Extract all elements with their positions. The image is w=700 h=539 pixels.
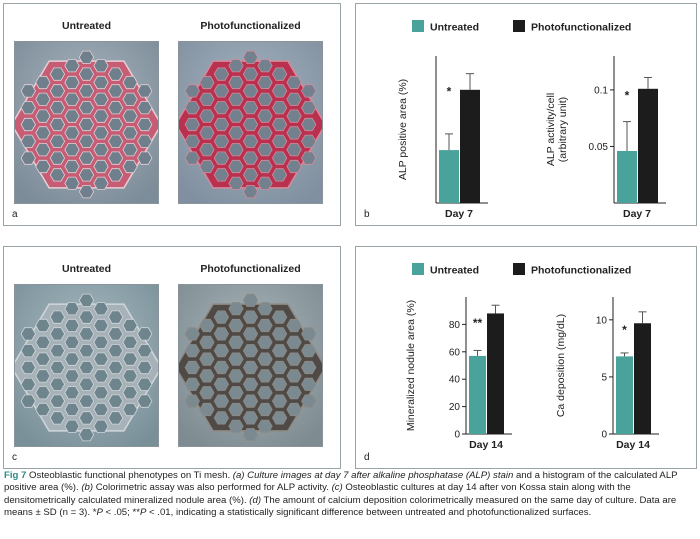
bar-untreated [469, 355, 486, 434]
legend-swatch-untreated [412, 20, 424, 32]
mesh-holes [184, 293, 317, 442]
y-tick-label: 0.05 [589, 142, 609, 153]
culture-image-photofunctionalized [178, 41, 323, 204]
label-photofunctionalized: Photofunctionalized [200, 263, 301, 275]
caption-part: (b) [81, 482, 94, 494]
y-axis-label: Mineralized nodule area (%) [405, 300, 417, 431]
y-tick-label: 20 [449, 402, 461, 413]
bar-photofunctionalized [460, 89, 480, 203]
panel-c: Untreated Photofunctionalized c [3, 246, 341, 469]
bar-photofunctionalized [638, 88, 658, 203]
significance-marker: * [622, 323, 627, 337]
panel-d: Untreated Photofunctionalized 0 20 40 60 80 *… [355, 246, 697, 469]
panel-a: Untreated Photofunctionalized a [3, 3, 341, 226]
x-axis-label: Day 7 [623, 208, 651, 220]
mesh-holes [20, 293, 153, 442]
y-tick-label: 0 [454, 430, 460, 441]
caption-part: Osteoblastic functional phenotypes on Ti… [26, 470, 233, 481]
significance-marker: * [625, 88, 630, 102]
figure-caption: Fig 7 Osteoblastic functional phenotypes… [4, 470, 698, 519]
label-untreated: Untreated [61, 263, 111, 275]
legend-label-photo: Photofunctionalized [531, 22, 631, 34]
label-untreated: Untreated [61, 20, 111, 32]
legend-label-untreated: Untreated [430, 265, 479, 277]
x-axis-label: Day 14 [616, 439, 650, 451]
caption-part: P [96, 506, 103, 518]
caption-part: P [139, 506, 147, 518]
panel-b: Untreated Photofunctionalized * Day 7 ALP … [355, 3, 697, 226]
figure-label: Fig 7 [4, 470, 27, 481]
caption-text: Osteoblastic functional phenotypes on Ti… [4, 470, 677, 518]
caption-part: Colorimetric assay was also performed fo… [93, 482, 332, 494]
caption-part: < .01, indicating a statistically signif… [146, 506, 592, 518]
y-tick-label: 5 [601, 372, 607, 383]
panel-letter: b [364, 209, 370, 220]
bar-photofunctionalized [487, 313, 504, 434]
y-axis-label: ALP positive area (%) [397, 79, 409, 180]
mesh-holes [184, 50, 317, 199]
caption-part: The amount of calcium deposition colorim… [4, 494, 677, 518]
panel-letter: c [12, 452, 17, 463]
bar-untreated [617, 150, 637, 203]
culture-image-untreated [14, 284, 159, 447]
y-axis-label: ALP activity/cell [545, 93, 557, 166]
y-axis-label: (arbitrary unit) [557, 97, 569, 162]
culture-image-untreated [14, 41, 159, 204]
caption-part: (d) [249, 494, 262, 506]
panel-letter: a [12, 209, 18, 220]
caption-part: < .05; ** [102, 506, 140, 518]
legend-swatch-photo [513, 20, 525, 32]
caption-part: (a) Culture images at day 7 after alkali… [232, 470, 514, 481]
caption-part: and a histogram of the calculated ALP po… [4, 470, 678, 494]
panel-letter: d [364, 452, 370, 463]
x-axis-label: Day 7 [445, 208, 473, 220]
y-tick-label: 0.1 [594, 85, 608, 96]
legend-swatch-photo [513, 263, 525, 275]
legend-label-untreated: Untreated [430, 22, 479, 34]
significance-marker: ** [473, 316, 483, 330]
significance-marker: * [447, 85, 452, 99]
y-tick-label: 60 [449, 347, 461, 358]
y-tick-label: 0 [601, 430, 607, 441]
legend-label-photo: Photofunctionalized [531, 265, 631, 277]
bar-untreated [616, 356, 633, 434]
x-axis-label: Day 14 [469, 439, 503, 451]
caption-part: (c) [331, 482, 343, 494]
chart-panel-b: Untreated Photofunctionalized * Day 7 ALP … [397, 20, 666, 220]
y-tick-label: 10 [596, 315, 608, 326]
y-tick-label: 80 [449, 320, 461, 331]
legend-swatch-untreated [412, 263, 424, 275]
bar-photofunctionalized [634, 323, 651, 434]
y-axis-label: Ca deposition (mg/dL) [555, 314, 567, 417]
label-photofunctionalized: Photofunctionalized [200, 20, 301, 32]
chart-panel-d: Untreated Photofunctionalized 0 20 40 60 80 *… [405, 263, 659, 451]
y-tick-label: 40 [449, 375, 461, 386]
caption-part: Osteoblastic cultures at day 14 after vo… [4, 482, 631, 506]
culture-image-photofunctionalized [178, 284, 323, 447]
mesh-holes [20, 50, 153, 199]
bar-untreated [439, 150, 459, 203]
